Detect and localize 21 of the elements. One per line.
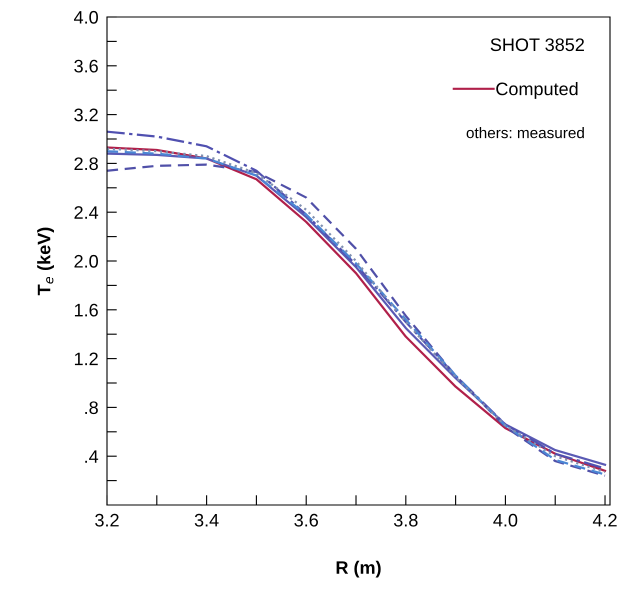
y-tick-label: .8 (85, 401, 98, 414)
x-tick-label: 3.8 (394, 514, 418, 527)
y-tick-label: .4 (85, 450, 98, 463)
y-tick-label: 1.6 (74, 304, 98, 317)
y-tick-label: 3.2 (74, 108, 98, 122)
x-axis-title: R (m) (336, 560, 381, 578)
y-tick-label: 1.2 (74, 352, 98, 366)
x-tick-label: 4.0 (493, 514, 518, 527)
x-tick-label: 4.2 (592, 514, 617, 526)
y-tick-label: 2.0 (74, 254, 98, 268)
annotation: others: measured (466, 127, 584, 138)
x-tick-label: 3.4 (194, 514, 219, 527)
annotation: SHOT 3852 (490, 38, 584, 52)
y-tick-label: 2.8 (74, 157, 98, 170)
y-tick-label: 2.4 (74, 206, 98, 219)
y-axis-title: T$_{e}$ (keV) (37, 228, 54, 296)
x-tick-label: 3.6 (294, 514, 318, 527)
y-tick-label: 4.0 (74, 10, 98, 24)
legend-label: Computed (496, 82, 578, 99)
x-tick-label: 3.2 (95, 514, 119, 527)
y-tick-label: 3.6 (74, 60, 98, 73)
